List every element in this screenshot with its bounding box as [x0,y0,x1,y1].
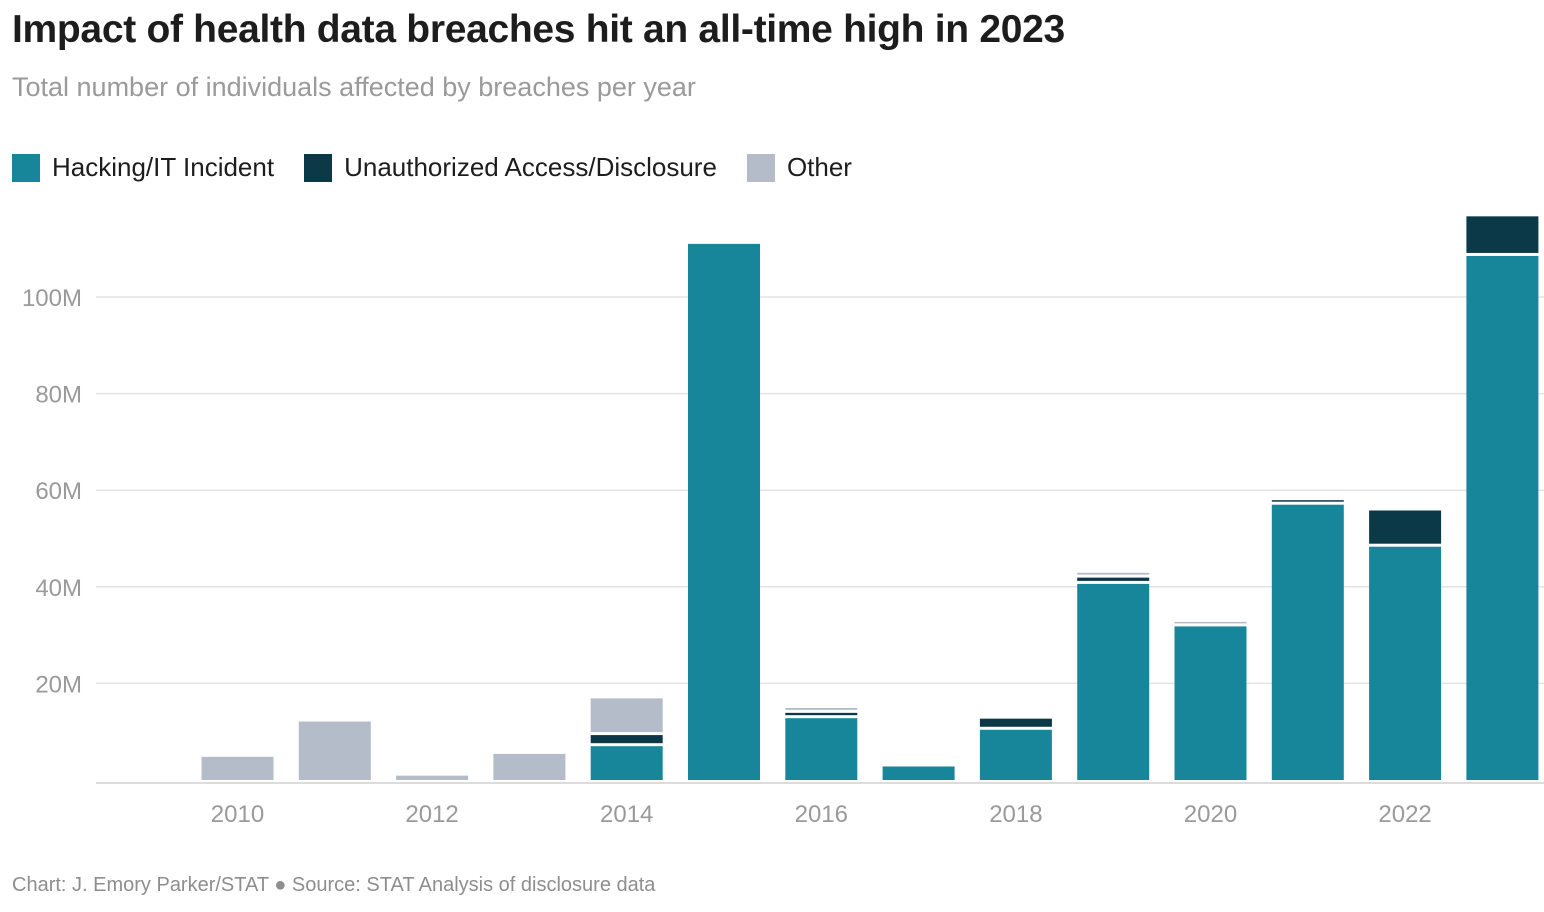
bar-unauthorized-access-disclosure-2014 [590,735,663,744]
bar-other-2012 [396,775,469,780]
x-tick-label: 2018 [989,801,1042,828]
bar-hacking-it-incident-2014 [590,746,663,780]
y-tick-label: 80M [35,382,82,409]
bar-other-2011 [298,721,371,780]
bar-unauthorized-access-disclosure-2021 [1271,500,1344,502]
legend-swatch-other [746,153,775,182]
y-tick-label: 20M [35,671,82,698]
bar-hacking-it-incident-2020 [1174,626,1247,780]
y-tick-label: 60M [35,478,82,505]
x-tick-label: 2016 [795,801,848,828]
bar-hacking-it-incident-2018 [979,729,1052,780]
bar-other-2020 [1174,621,1247,624]
y-tick-label: 100M [22,285,82,312]
bar-hacking-it-incident-2015 [688,243,760,780]
chart-subtitle: Total number of individuals affected by … [12,72,696,102]
bar-unauthorized-access-disclosure-2022 [1369,510,1442,544]
bar-other-2014 [590,698,663,733]
x-tick-label: 2012 [405,801,458,828]
y-tick-label: 40M [35,575,82,602]
x-tick-label: 2022 [1378,801,1431,828]
bar-unauthorized-access-disclosure-2023 [1466,216,1539,253]
legend-label-hacking: Hacking/IT Incident [52,152,275,182]
x-tick-label: 2014 [600,801,653,828]
bar-unauthorized-access-disclosure-2016 [785,712,858,716]
legend-item-other: Other [746,152,852,183]
legend-swatch-unauthorized [304,153,333,182]
bar-hacking-it-incident-2019 [1077,583,1150,780]
bar-hacking-it-incident-2021 [1271,504,1344,780]
legend-item-unauthorized: Unauthorized Access/Disclosure [304,152,717,183]
bar-hacking-it-incident-2016 [785,718,858,780]
legend-swatch-hacking [12,153,40,182]
bar-other-2019 [1077,572,1150,575]
legend: Hacking/IT Incident Unauthorized Access/… [12,152,882,183]
legend-label-unauthorized: Unauthorized Access/Disclosure [344,152,717,182]
bar-unauthorized-access-disclosure-2018 [979,718,1052,727]
chart-title: Impact of health data breaches hit an al… [12,8,1065,51]
bar-other-2010 [201,756,274,780]
legend-item-hacking: Hacking/IT Incident [12,152,274,183]
bar-hacking-it-incident-2017 [882,766,955,780]
legend-label-other: Other [786,152,852,182]
bar-other-2013 [493,753,566,780]
x-tick-label: 2010 [211,801,264,828]
chart-footer: Chart: J. Emory Parker/STAT ● Source: ST… [12,874,656,896]
bar-hacking-it-incident-2022 [1369,546,1442,780]
x-tick-label: 2020 [1184,801,1237,828]
bar-hacking-it-incident-2023 [1466,255,1539,780]
bar-other-2016 [785,708,858,710]
bar-unauthorized-access-disclosure-2019 [1077,577,1150,581]
